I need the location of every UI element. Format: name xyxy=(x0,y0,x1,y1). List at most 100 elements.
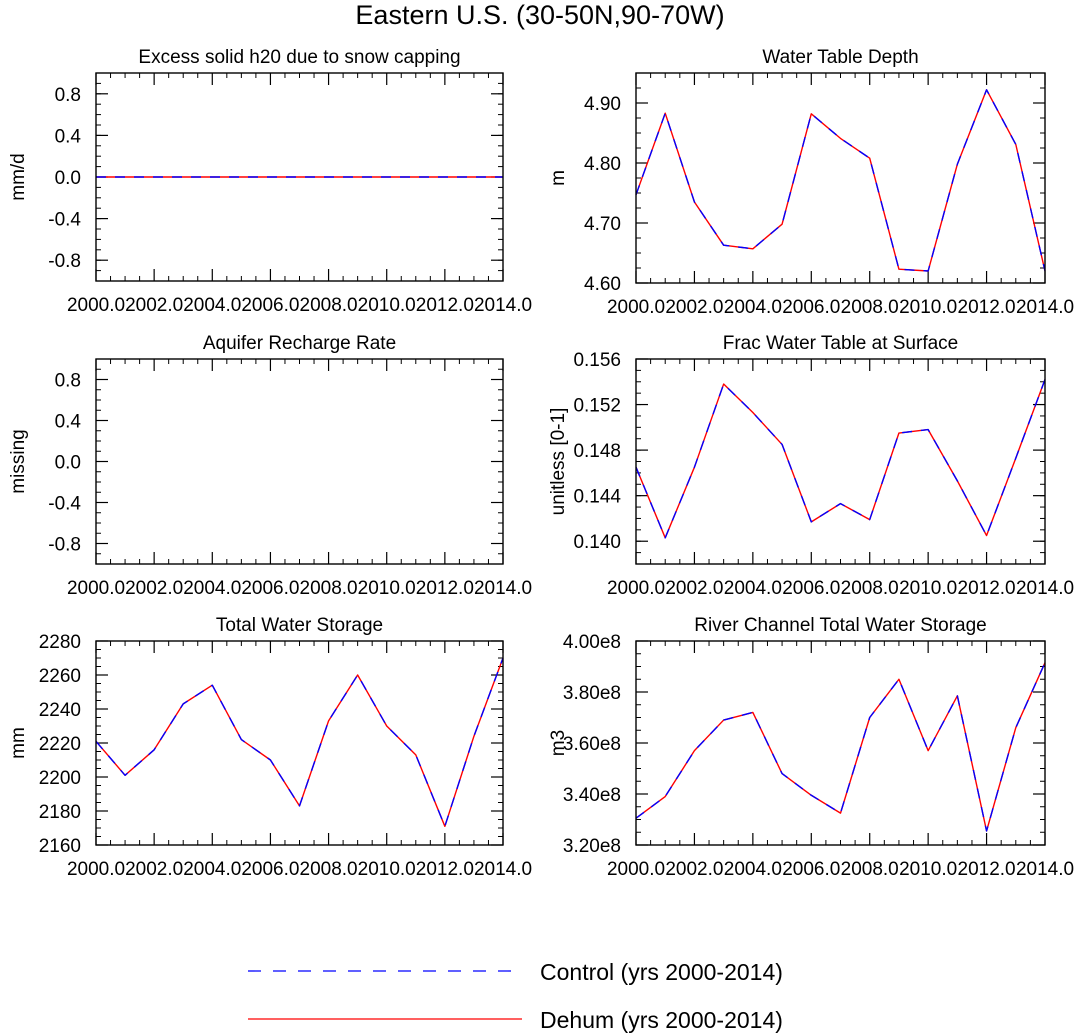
x-tick-label: 2014.0 xyxy=(474,859,532,880)
x-tick-label: 2014.0 xyxy=(1016,578,1074,599)
y-axis-label: mm xyxy=(8,727,29,759)
x-tick-label: 2002.0 xyxy=(125,295,183,316)
x-tick-label: 2002.0 xyxy=(125,578,183,599)
x-tick-label: 2006.0 xyxy=(241,295,299,316)
plot-frame xyxy=(635,72,1046,284)
y-tick-label: 0.8 xyxy=(55,371,81,392)
y-axis-label: m xyxy=(548,170,569,186)
panel-title: Total Water Storage xyxy=(216,615,383,636)
x-tick-label: 2006.0 xyxy=(782,297,840,318)
legend: Control (yrs 2000-2014) Dehum (yrs 2000-… xyxy=(248,959,783,1033)
y-tick-label: 0.4 xyxy=(55,126,82,147)
x-tick-label: 2014.0 xyxy=(1016,297,1074,318)
panel-title: Frac Water Table at Surface xyxy=(723,333,959,354)
x-tick-label: 2000.0 xyxy=(607,297,665,318)
y-tick-label: 0.4 xyxy=(55,412,82,433)
x-tick-label: 2006.0 xyxy=(782,578,840,599)
plot-frame xyxy=(95,358,504,565)
y-tick-label: 2180 xyxy=(39,802,81,823)
y-tick-label: 0.0 xyxy=(55,453,81,474)
y-tick-label: 0.8 xyxy=(55,85,81,106)
plot-frame xyxy=(635,358,1046,565)
x-tick-label: 2010.0 xyxy=(899,297,957,318)
y-tick-label: 4.90 xyxy=(584,94,621,115)
y-axis-label: unitless [0-1] xyxy=(548,408,569,516)
x-tick-label: 2008.0 xyxy=(300,578,358,599)
x-tick-label: 2006.0 xyxy=(241,859,299,880)
x-tick-label: 2010.0 xyxy=(358,859,416,880)
panel-title: Water Table Depth xyxy=(762,47,918,68)
x-tick-label: 2010.0 xyxy=(899,578,957,599)
y-tick-label: 0.144 xyxy=(573,487,621,508)
y-tick-label: 2160 xyxy=(39,836,81,857)
y-tick-label: 4.70 xyxy=(584,214,621,235)
x-tick-label: 2004.0 xyxy=(724,859,782,880)
y-tick-label: -0.8 xyxy=(48,535,81,556)
x-tick-label: 2004.0 xyxy=(183,295,241,316)
x-tick-label: 2000.0 xyxy=(67,859,125,880)
chart-panel-3: Aquifer Recharge Rate missing 2000.0 2002.0… xyxy=(8,333,532,599)
y-axis-label: m3 xyxy=(548,730,569,756)
y-axis-label: missing xyxy=(8,429,29,493)
x-tick-label: 2006.0 xyxy=(782,859,840,880)
panel-title: River Channel Total Water Storage xyxy=(694,615,987,636)
y-tick-label: 2200 xyxy=(39,768,81,789)
y-tick-label: -0.8 xyxy=(48,251,81,272)
plot-frame xyxy=(95,640,504,846)
x-tick-label: 2002.0 xyxy=(665,297,723,318)
y-tick-label: 3.60e8 xyxy=(563,734,621,755)
chart-panel-4: Frac Water Table at Surface unitless [0-1… xyxy=(548,333,1074,599)
x-tick-label: 2012.0 xyxy=(958,859,1016,880)
panels: Excess solid h20 due to snow capping mm/d… xyxy=(8,47,1074,880)
x-tick-label: 2010.0 xyxy=(358,295,416,316)
x-tick-label: 2000.0 xyxy=(607,578,665,599)
x-tick-label: 2008.0 xyxy=(841,297,899,318)
x-tick-label: 2014.0 xyxy=(1016,859,1074,880)
y-tick-label: 0.156 xyxy=(573,350,621,371)
x-tick-label: 2002.0 xyxy=(125,859,183,880)
x-tick-label: 2008.0 xyxy=(300,859,358,880)
x-tick-label: 2008.0 xyxy=(841,859,899,880)
control-line xyxy=(635,89,1046,272)
y-tick-label: 2260 xyxy=(39,666,81,687)
y-tick-label: -0.4 xyxy=(48,210,81,231)
x-tick-label: 2012.0 xyxy=(416,578,474,599)
x-tick-label: 2012.0 xyxy=(958,578,1016,599)
x-tick-label: 2012.0 xyxy=(416,859,474,880)
x-tick-label: 2014.0 xyxy=(474,578,532,599)
x-tick-label: 2002.0 xyxy=(665,578,723,599)
y-tick-label: 2220 xyxy=(39,734,81,755)
x-tick-label: 2002.0 xyxy=(665,859,723,880)
x-tick-label: 2006.0 xyxy=(241,578,299,599)
x-tick-label: 2000.0 xyxy=(607,859,665,880)
x-tick-label: 2004.0 xyxy=(724,578,782,599)
control-line xyxy=(95,657,504,827)
y-tick-label: 0.0 xyxy=(55,168,81,189)
y-tick-label: 3.40e8 xyxy=(563,785,621,806)
panel-title: Aquifer Recharge Rate xyxy=(203,333,396,354)
y-axis-label: mm/d xyxy=(8,153,29,201)
legend-control-label: Control (yrs 2000-2014) xyxy=(540,959,783,985)
control-line xyxy=(635,662,1046,832)
y-tick-label: 0.152 xyxy=(573,396,621,417)
x-tick-label: 2008.0 xyxy=(841,578,899,599)
y-tick-label: -0.4 xyxy=(48,494,81,515)
x-tick-label: 2012.0 xyxy=(416,295,474,316)
legend-dehum-label: Dehum (yrs 2000-2014) xyxy=(540,1007,783,1033)
y-tick-label: 4.00e8 xyxy=(563,632,621,653)
control-line xyxy=(635,379,1046,539)
y-tick-label: 3.20e8 xyxy=(563,836,621,857)
chart-panel-1: Excess solid h20 due to snow capping mm/d… xyxy=(8,47,532,316)
y-tick-label: 2240 xyxy=(39,700,81,721)
x-tick-label: 2010.0 xyxy=(899,859,957,880)
x-tick-label: 2014.0 xyxy=(474,295,532,316)
x-tick-label: 2004.0 xyxy=(183,859,241,880)
plot-frame xyxy=(95,72,504,282)
chart-panel-2: Water Table Depth m 2000.0 2002.0 2004.0 2006… xyxy=(548,47,1074,318)
chart-panel-6: River Channel Total Water Storage m3 2000.… xyxy=(548,615,1074,880)
y-tick-label: 4.80 xyxy=(584,154,621,175)
x-tick-label: 2012.0 xyxy=(958,297,1016,318)
x-tick-label: 2000.0 xyxy=(67,578,125,599)
